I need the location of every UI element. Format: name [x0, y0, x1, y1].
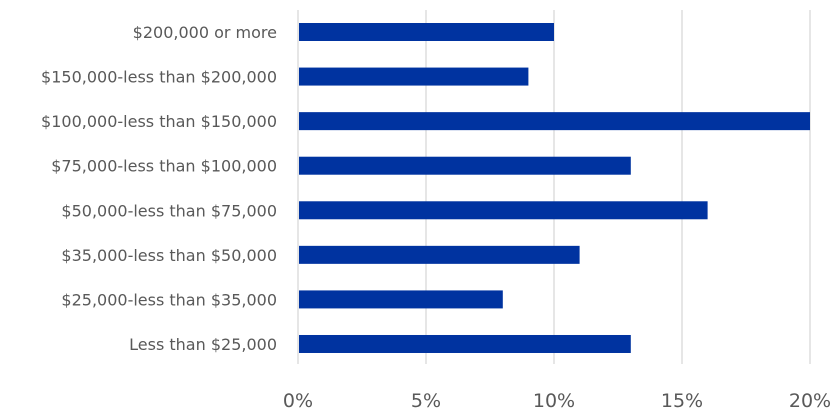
bar-4 [299, 201, 708, 220]
x-tick-label-2: 10% [533, 390, 575, 411]
category-label-2: $100,000-less than $150,000 [41, 112, 277, 131]
category-label-4: $50,000-less than $75,000 [61, 201, 277, 220]
category-label-1: $150,000-less than $200,000 [41, 68, 277, 87]
x-tick-label-0: 0% [283, 390, 313, 411]
bar-7 [299, 334, 631, 353]
bar-1 [299, 67, 529, 86]
x-tick-labels: 0% 5% 10% 15% 20% [283, 390, 831, 411]
bar-3 [299, 156, 631, 175]
category-label-6: $25,000-less than $35,000 [61, 290, 277, 309]
x-tick-label-3: 15% [661, 390, 703, 411]
bar-2 [299, 112, 810, 131]
gridlines [425, 10, 811, 364]
category-label-5: $35,000-less than $50,000 [61, 246, 277, 265]
bar-6 [299, 290, 503, 309]
bar-0 [299, 23, 554, 41]
category-label-7: Less than $25,000 [129, 335, 277, 354]
bar-5 [299, 245, 580, 264]
x-tick-label-1: 5% [411, 390, 441, 411]
category-labels: $200,000 or more $150,000-less than $200,… [41, 23, 277, 354]
category-label-3: $75,000-less than $100,000 [51, 157, 277, 176]
bars [299, 23, 810, 353]
x-tick-label-4: 20% [789, 390, 831, 411]
category-label-0: $200,000 or more [133, 23, 277, 42]
